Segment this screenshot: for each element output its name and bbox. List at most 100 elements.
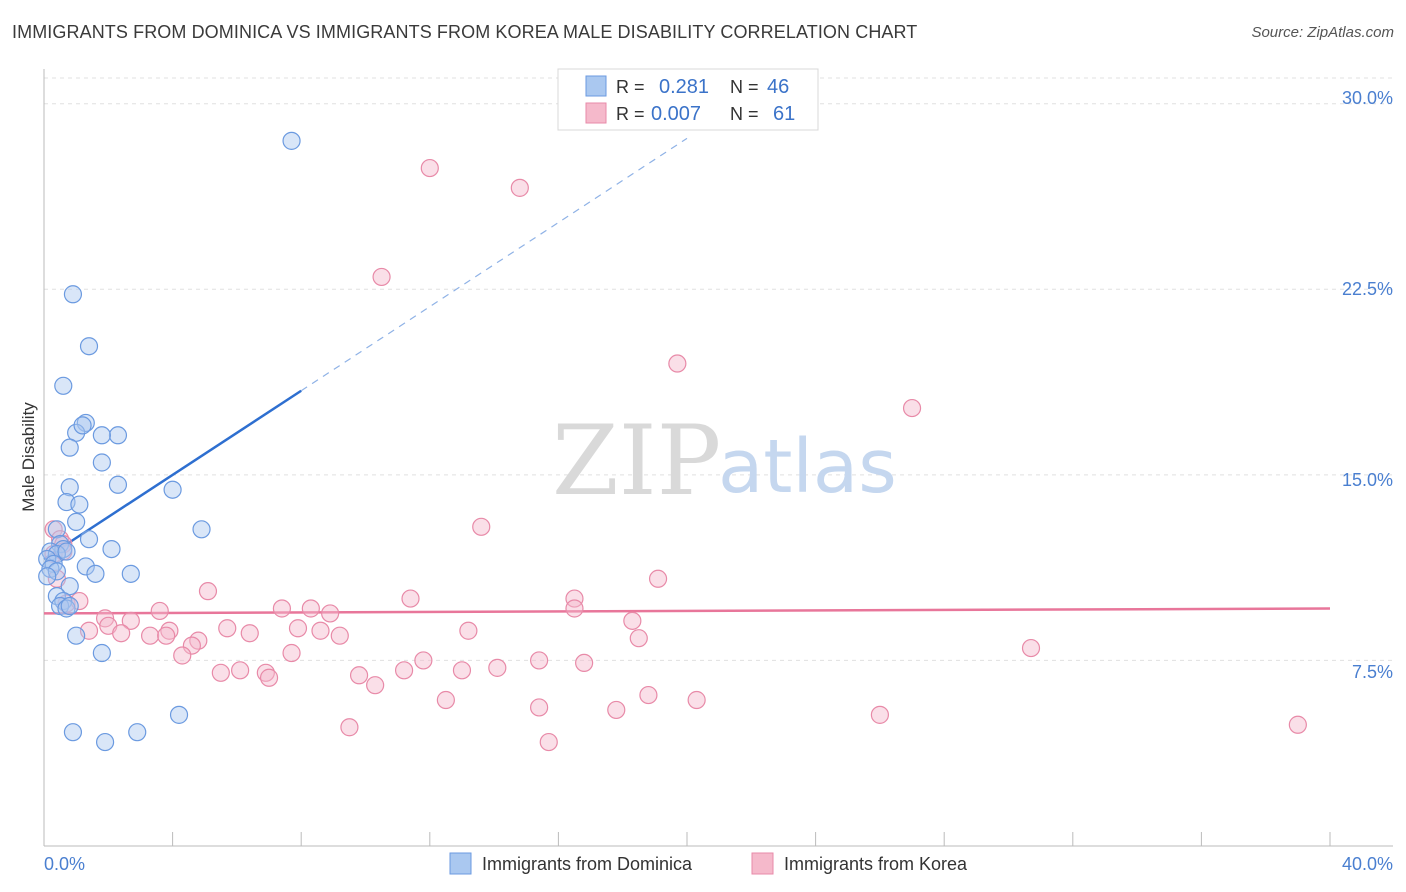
point-dominica-7 (60, 438, 79, 457)
bottom-legend-label-korea: Immigrants from Korea (784, 854, 968, 874)
point-dominica-43 (95, 732, 115, 752)
legend-r-value-korea: 0.007 (651, 103, 701, 125)
point-korea-54 (488, 658, 507, 677)
source-credit: Source: ZipAtlas.com (1251, 24, 1394, 41)
point-korea-41 (173, 646, 192, 665)
bottom-legend-swatch-dominica (449, 852, 472, 875)
point-dominica-37 (57, 599, 76, 618)
point-korea-34 (288, 619, 308, 638)
legend-n-label-dominica: N = (730, 77, 759, 97)
point-korea-61 (870, 705, 890, 724)
point-korea-53 (452, 661, 472, 680)
point-korea-22 (272, 599, 292, 618)
bottom-legend-swatch-korea (751, 852, 774, 875)
point-korea-29 (140, 626, 160, 645)
point-korea-12 (648, 569, 668, 588)
x-tick-label-max: 40.0% (1342, 854, 1393, 874)
point-dominica-17 (47, 520, 66, 539)
point-dominica-3 (54, 376, 73, 395)
y-axis-label: Male Disability (19, 402, 38, 512)
point-korea-56 (436, 690, 455, 710)
point-korea-32 (218, 619, 237, 638)
point-dominica-39 (67, 626, 86, 645)
point-korea-38 (629, 629, 648, 648)
point-korea-23 (301, 599, 320, 618)
y-tick-label-30: 30.0% (1342, 88, 1393, 108)
point-korea-45 (575, 653, 594, 673)
point-dominica-16 (192, 520, 211, 539)
legend-swatch-korea (585, 102, 607, 124)
point-dominica-4 (76, 413, 95, 433)
point-korea-60 (687, 690, 706, 710)
point-korea-28 (112, 624, 131, 643)
point-dominica-9 (92, 453, 111, 472)
point-dominica-14 (70, 495, 89, 514)
point-dominica-2 (79, 337, 99, 356)
trend-lines (43, 137, 1331, 615)
legend-n-label-korea: N = (730, 104, 759, 124)
point-korea-20 (121, 611, 140, 630)
point-korea-48 (231, 661, 250, 680)
point-dominica-19 (50, 535, 70, 554)
point-korea-43 (414, 651, 433, 670)
legend-r-label-korea: R = (616, 104, 645, 124)
point-korea-63 (539, 732, 558, 752)
point-korea-36 (330, 626, 349, 645)
point-dominica-23 (57, 542, 76, 561)
y-tick-label-22-5: 22.5% (1342, 279, 1393, 299)
point-dominica-24 (102, 539, 121, 559)
point-dominica-15 (67, 512, 86, 531)
point-korea-59 (607, 700, 626, 720)
x-tick-label-min: 0.0% (44, 854, 85, 874)
point-korea-25 (623, 611, 642, 630)
point-dominica-30 (86, 564, 105, 583)
point-korea-21 (150, 601, 169, 621)
point-korea-16 (565, 599, 584, 618)
point-dominica-1 (63, 285, 83, 304)
point-korea-0 (420, 158, 439, 178)
point-korea-2 (372, 267, 391, 287)
point-dominica-41 (169, 705, 189, 724)
trend-line-dominica-extension (300, 137, 688, 392)
point-dominica-6 (108, 426, 128, 445)
point-dominica-31 (121, 564, 140, 583)
point-korea-35 (311, 621, 330, 640)
point-dominica-38 (60, 596, 79, 616)
point-korea-42 (282, 643, 301, 663)
legend-r-value-dominica: 0.281 (659, 76, 709, 98)
point-korea-57 (530, 698, 549, 717)
point-dominica-45 (73, 416, 92, 435)
point-korea-37 (459, 621, 478, 640)
point-korea-4 (902, 398, 922, 418)
point-korea-3 (668, 354, 687, 373)
point-korea-24 (321, 604, 340, 623)
point-korea-47 (211, 663, 230, 682)
point-korea-13 (198, 582, 218, 601)
point-dominica-10 (108, 475, 128, 494)
point-korea-39 (157, 626, 176, 645)
trend-line-korea (43, 607, 1331, 615)
point-korea-51 (349, 666, 369, 685)
legend-r-label-dominica: R = (616, 77, 645, 97)
point-korea-15 (565, 589, 584, 608)
data-points (38, 131, 1307, 752)
point-dominica-28 (76, 557, 95, 576)
point-korea-52 (394, 661, 414, 680)
point-korea-50 (259, 668, 279, 687)
point-korea-33 (240, 624, 259, 643)
correlation-legend: R = 0.281 N = 46 R = 0.007 N = 61 (557, 68, 819, 131)
point-dominica-8 (92, 426, 111, 445)
point-dominica-32 (38, 567, 57, 586)
legend-n-value-korea: 61 (773, 103, 795, 125)
point-korea-5 (472, 517, 491, 536)
point-korea-30 (160, 621, 179, 640)
gridlines (44, 77, 1393, 661)
point-korea-55 (366, 676, 385, 695)
watermark-zip: ZIP (552, 405, 721, 517)
point-dominica-18 (79, 530, 99, 549)
x-axis-ticks (43, 832, 1331, 846)
series-legend: Immigrants from Dominica Immigrants from… (449, 852, 968, 875)
legend-n-value-dominica: 46 (767, 76, 789, 98)
point-korea-40 (182, 636, 201, 655)
